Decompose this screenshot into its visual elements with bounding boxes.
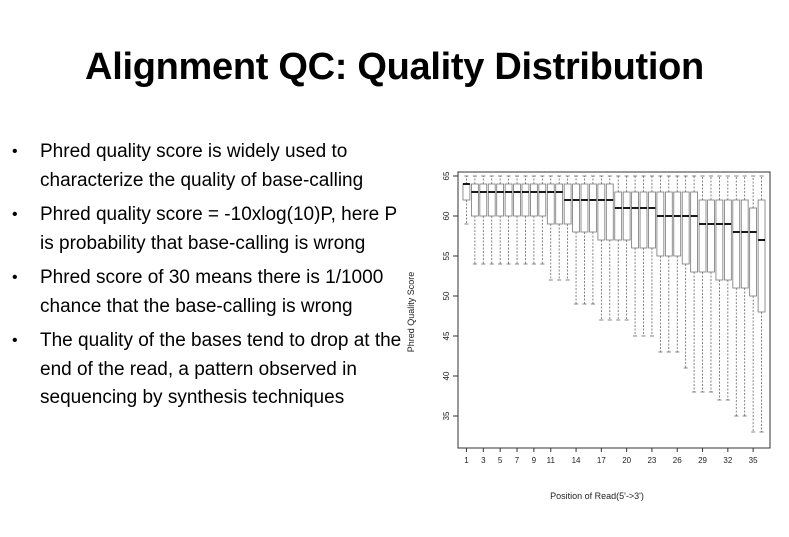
box xyxy=(580,183,589,233)
x-tick-label: 3 xyxy=(481,456,486,465)
bullet-text: Phred score of 30 means there is 1/1000 … xyxy=(40,267,384,317)
x-tick-label: 29 xyxy=(698,456,707,465)
box xyxy=(723,199,732,281)
plot-frame xyxy=(457,171,771,449)
y-axis-label: Phred Quality Score xyxy=(406,272,416,353)
x-tick-label: 11 xyxy=(547,456,556,465)
bullet-item: • The quality of the bases tend to drop … xyxy=(12,327,410,413)
box xyxy=(757,199,766,313)
bullet-text: The quality of the bases tend to drop at… xyxy=(40,330,402,408)
quality-boxplot: 35 40 45 50 55 60 65 1 3 5 7 9 11 14 17 20 23 26 29 32 35 Ph… xyxy=(398,160,778,510)
slide-title: Alignment QC: Quality Distribution xyxy=(85,46,704,88)
x-tick-label: 14 xyxy=(572,456,581,465)
bullet-dot-icon: • xyxy=(12,206,18,223)
y-tick-label: 60 xyxy=(442,211,451,220)
bullet-item: • Phred quality score is widely used to … xyxy=(12,138,410,195)
box xyxy=(698,199,707,273)
box xyxy=(631,191,639,249)
box xyxy=(732,199,741,289)
box xyxy=(690,191,698,273)
x-tick-label: 35 xyxy=(749,456,758,465)
bullet-list: • Phred quality score is widely used to … xyxy=(12,138,410,419)
x-tick-label: 5 xyxy=(498,456,503,465)
y-tick-label: 55 xyxy=(442,251,451,260)
box xyxy=(648,191,656,249)
box xyxy=(471,183,479,217)
box xyxy=(496,183,505,217)
x-tick-label: 20 xyxy=(622,456,631,465)
box xyxy=(462,183,471,201)
box xyxy=(479,183,488,217)
y-tick-label: 45 xyxy=(442,331,451,340)
box xyxy=(521,183,530,217)
x-tick-label: 26 xyxy=(673,456,682,465)
y-tick-label: 40 xyxy=(442,371,451,380)
box xyxy=(715,199,724,281)
bullet-dot-icon: • xyxy=(12,332,18,349)
y-tick-label: 35 xyxy=(442,411,451,420)
box xyxy=(749,207,757,297)
box xyxy=(504,183,513,217)
box xyxy=(673,191,682,257)
box xyxy=(546,183,555,225)
box xyxy=(664,191,673,257)
box xyxy=(538,183,547,217)
box xyxy=(740,199,749,289)
box xyxy=(555,183,564,225)
y-tick-label: 50 xyxy=(442,291,451,300)
x-tick-label: 17 xyxy=(597,456,606,465)
x-tick-label: 7 xyxy=(515,456,520,465)
box xyxy=(563,183,572,225)
x-axis-label: Position of Read(5'->3') xyxy=(550,491,644,501)
box xyxy=(707,199,715,273)
box xyxy=(589,183,597,233)
box xyxy=(513,183,521,217)
x-tick-label: 32 xyxy=(723,456,732,465)
box xyxy=(681,191,690,265)
box xyxy=(639,191,648,249)
bullet-dot-icon: • xyxy=(12,269,18,286)
bullet-dot-icon: • xyxy=(12,143,18,160)
box xyxy=(530,183,538,217)
x-tick-label: 1 xyxy=(464,456,469,465)
x-tick-label: 9 xyxy=(532,456,537,465)
box xyxy=(605,183,614,241)
bullet-text: Phred quality score is widely used to ch… xyxy=(40,141,364,191)
x-tick-label: 23 xyxy=(647,456,656,465)
y-tick-label: 65 xyxy=(442,171,451,180)
bullet-text: Phred quality score = -10xlog(10)P, here… xyxy=(40,204,397,254)
box xyxy=(597,183,606,241)
box xyxy=(614,191,623,241)
box xyxy=(572,183,580,233)
box xyxy=(487,183,496,217)
box xyxy=(622,191,631,241)
bullet-item: • Phred score of 30 means there is 1/100… xyxy=(12,264,410,321)
box xyxy=(656,191,665,257)
bullet-item: • Phred quality score = -10xlog(10)P, he… xyxy=(12,201,410,258)
